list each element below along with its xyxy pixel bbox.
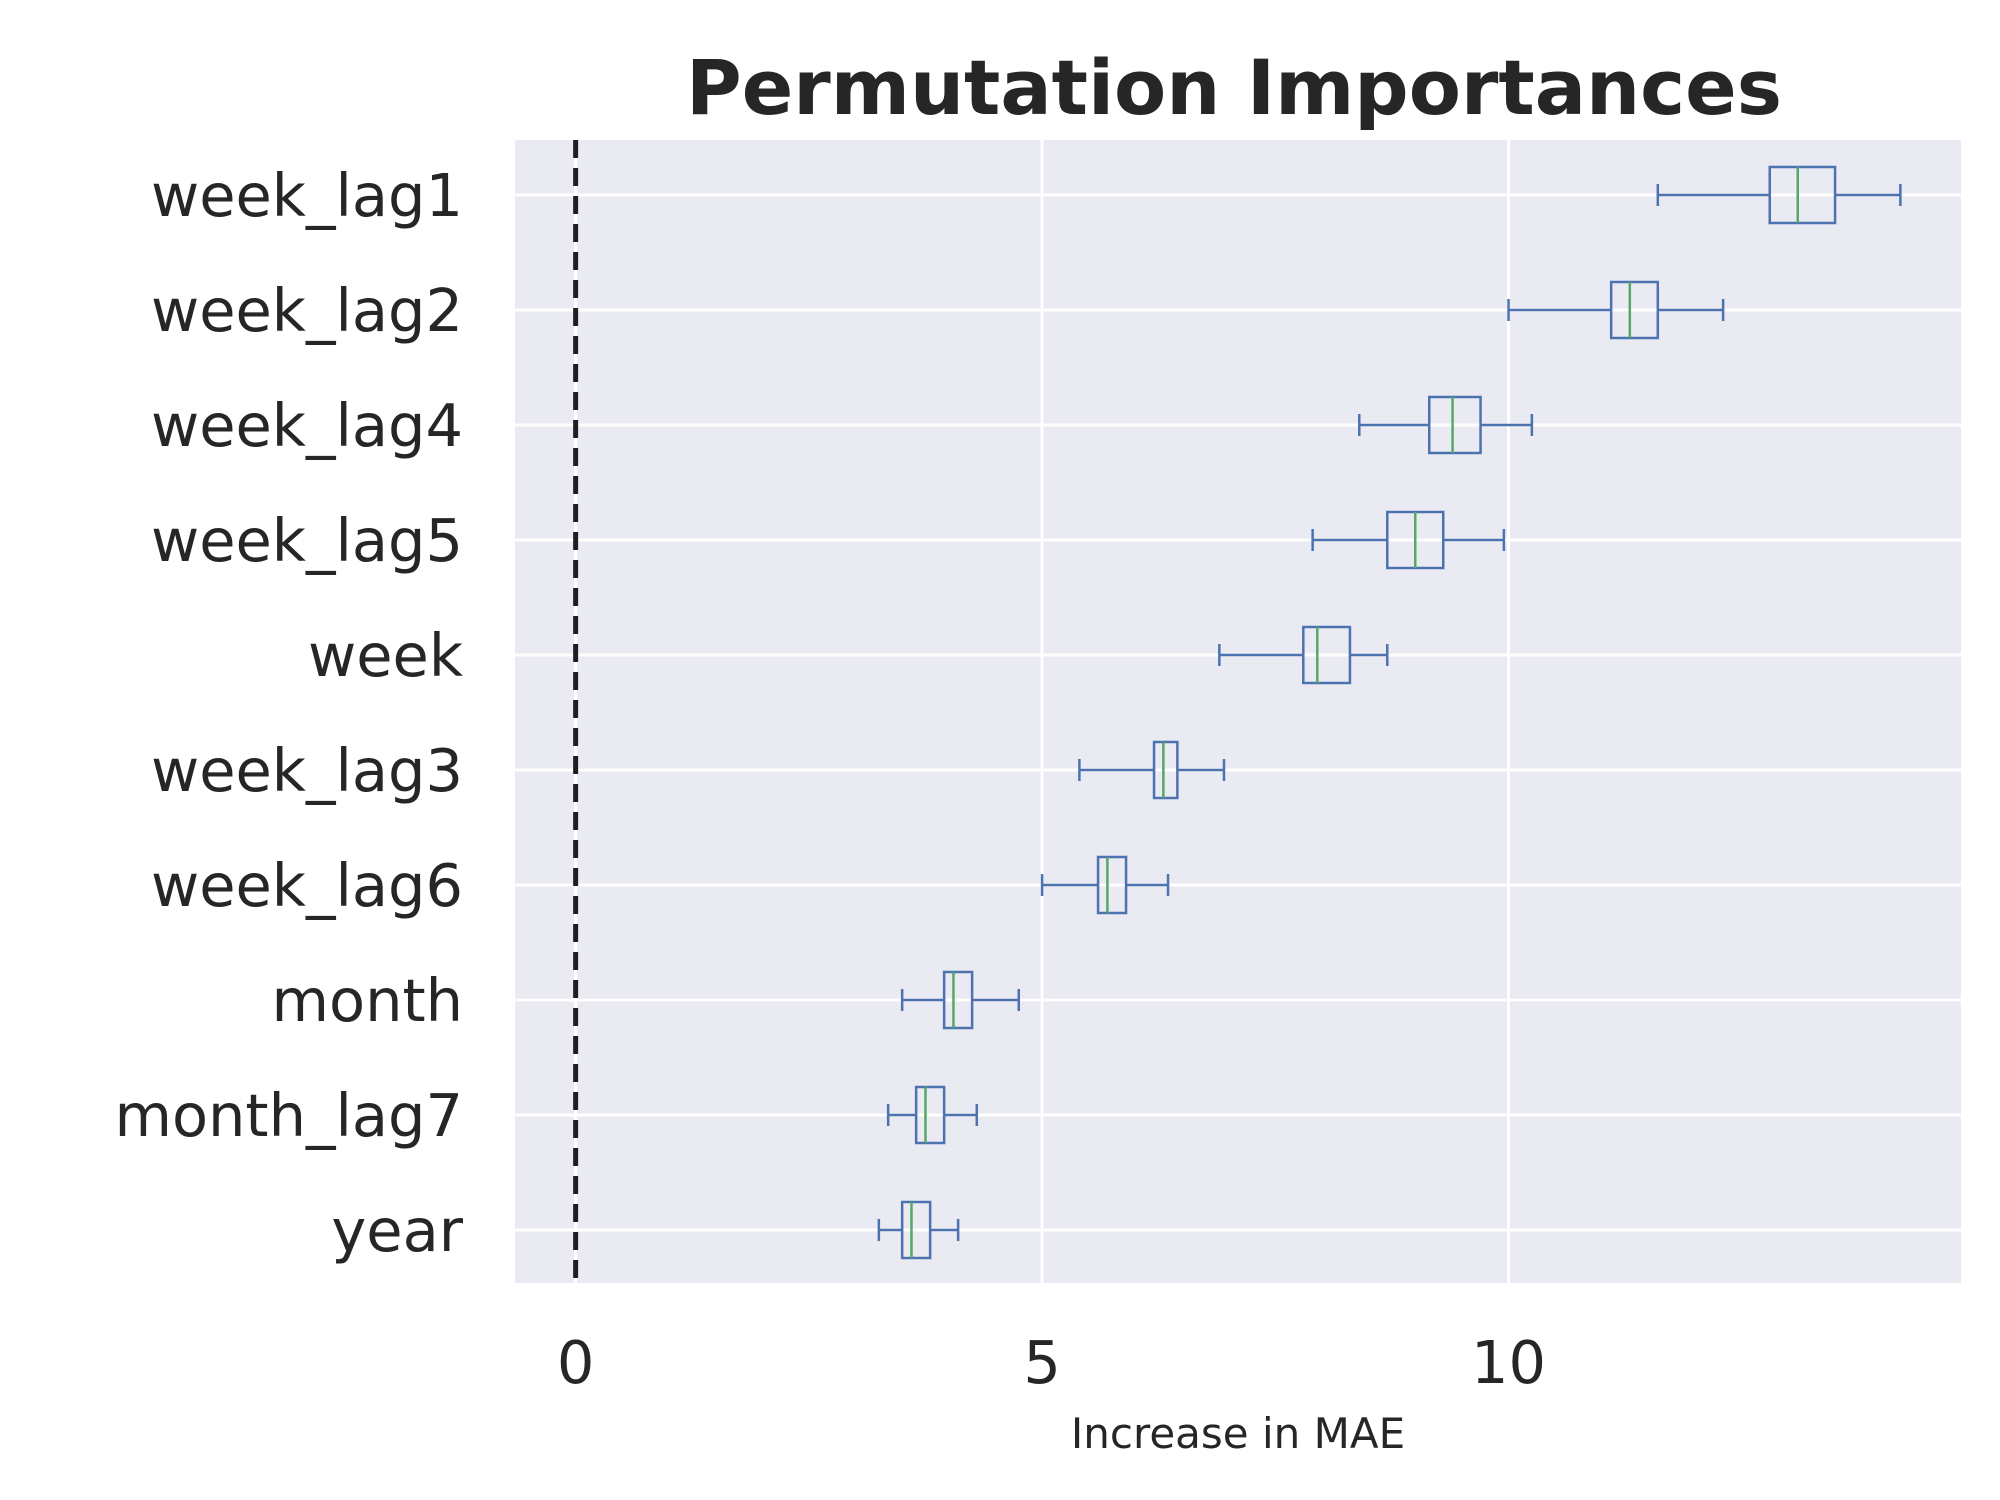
iqr-box-week_lag6 [1096, 855, 1128, 915]
y-tick-label-week_lag1: week_lag1 [151, 161, 463, 230]
y-tick-label-week_lag4: week_lag4 [151, 391, 463, 460]
x-tick-label-10: 10 [1471, 1328, 1546, 1397]
y-tick-label-week_lag3: week_lag3 [151, 736, 463, 805]
chart-title: Permutation Importances [686, 43, 1782, 132]
iqr-box-year [900, 1200, 932, 1260]
box-week [1218, 625, 1389, 685]
y-tick-label-month: month [272, 966, 464, 1035]
iqr-box-week_lag4 [1427, 395, 1482, 455]
x-axis-label: Increase in MAE [1071, 1409, 1405, 1458]
y-tick-label-year: year [331, 1196, 463, 1265]
y-tick-label-month_lag7: month_lag7 [114, 1081, 463, 1150]
iqr-box-month [942, 970, 974, 1030]
iqr-box-week_lag1 [1768, 165, 1837, 225]
box-week_lag3 [1078, 740, 1226, 800]
box-week_lag4 [1358, 395, 1534, 455]
box-month_lag7 [886, 1085, 979, 1145]
y-tick-label-week_lag6: week_lag6 [151, 851, 463, 920]
iqr-box-month_lag7 [914, 1085, 946, 1145]
y-tick-label-week_lag5: week_lag5 [151, 506, 463, 575]
plot-area [515, 140, 1961, 1283]
box-month [900, 970, 1021, 1030]
x-tick-label-5: 5 [1023, 1328, 1061, 1397]
y-tick-label-week_lag2: week_lag2 [151, 276, 463, 345]
grid-lines [515, 140, 1961, 1283]
y-tick-label-week: week [308, 621, 463, 690]
iqr-box-week_lag2 [1609, 280, 1660, 340]
box-week_lag1 [1656, 165, 1902, 225]
iqr-box-week_lag3 [1152, 740, 1179, 800]
x-tick-labels: 0 5 10 [557, 1328, 1546, 1397]
iqr-box-week [1302, 625, 1352, 685]
x-tick-label-0: 0 [557, 1328, 595, 1397]
box-week_lag6 [1040, 855, 1170, 915]
box-year [877, 1200, 960, 1260]
box-week_lag5 [1311, 510, 1506, 570]
boxes [877, 165, 1902, 1260]
box-week_lag2 [1507, 280, 1725, 340]
y-tick-labels: week_lag1 week_lag2 week_lag4 week_lag5week… [114, 161, 463, 1265]
